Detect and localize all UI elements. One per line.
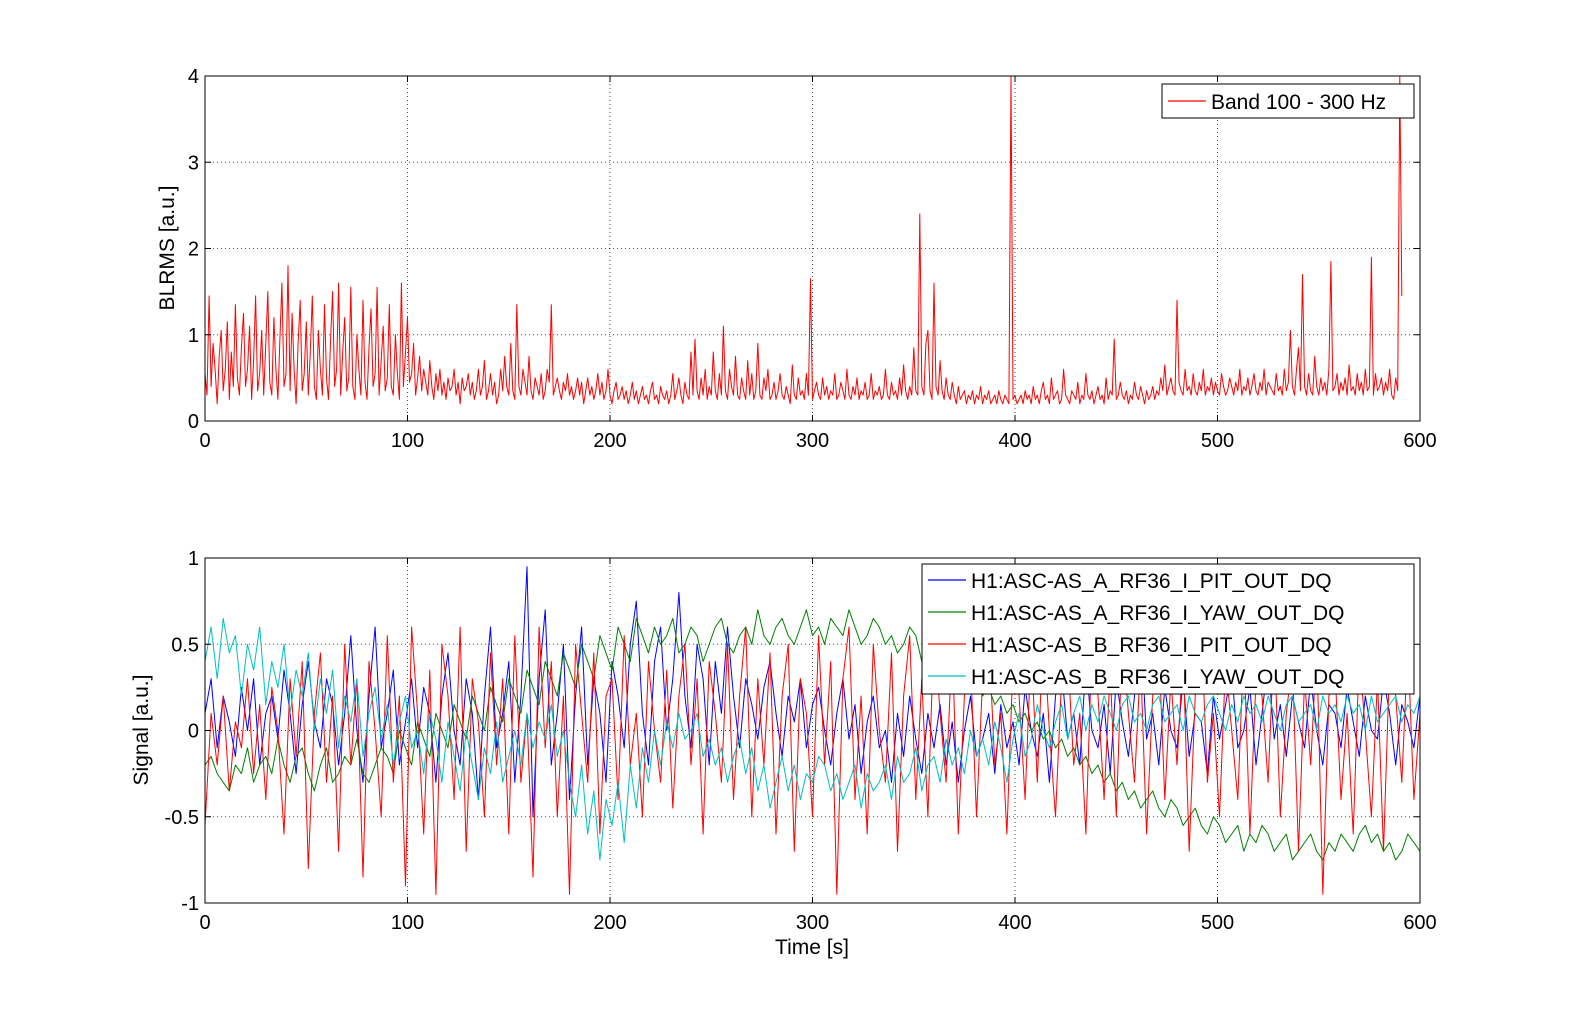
x-tick-label: 200 [593, 912, 626, 934]
chart-bottom: 0 100 200 300 400 500 600 -1 -0.5 0 0.5 1 Signal [a… [130, 548, 1437, 959]
x-axis-label-bottom: Time [s] [775, 936, 849, 959]
axes-frame-top [204, 75, 1421, 422]
legend-bottom: H1:ASC-AS_A_RF36_I_PIT_OUT_DQ H1:ASC-AS_… [921, 563, 1415, 695]
series-top [204, 75, 1403, 405]
legend-label-a-yaw: H1:ASC-AS_A_RF36_I_YAW_OUT_DQ [971, 602, 1344, 625]
y-tick-label: -1 [181, 893, 199, 915]
x-tick-label: 400 [998, 430, 1031, 452]
y-tick-label: 4 [188, 66, 199, 88]
x-tick-label: 500 [1201, 912, 1234, 934]
y-axis-label-top: BLRMS [a.u.] [156, 186, 179, 311]
y-tick-label: -0.5 [165, 807, 199, 829]
x-tick-label: 200 [593, 430, 626, 452]
series-line-bottom-2 [204, 626, 1421, 895]
y-tick-label: 3 [188, 152, 199, 174]
legend-label-b-pit: H1:ASC-AS_B_RF36_I_PIT_OUT_DQ [971, 634, 1332, 657]
y-axis-label-bottom: Signal [a.u.] [130, 675, 153, 786]
series-bottom [204, 566, 1421, 895]
y-tick-label: 2 [188, 239, 199, 261]
legend-label-band: Band 100 - 300 Hz [1211, 91, 1386, 114]
ticks-top: 0 100 200 300 400 500 600 0 1 2 3 4 [188, 66, 1437, 452]
ticks-bottom: 0 100 200 300 400 500 600 -1 -0.5 0 0.5 1 [165, 548, 1437, 934]
series-line-bottom-1 [204, 609, 1421, 861]
series-line-bottom-3 [204, 617, 1421, 861]
x-tick-label: 500 [1201, 430, 1234, 452]
chart-top: 0 100 200 300 400 500 600 0 1 2 3 4 BLRMS [a.u.] Ba… [156, 66, 1437, 452]
y-tick-label: 1 [188, 548, 199, 570]
y-tick-label: 0 [188, 721, 199, 743]
x-tick-label: 400 [998, 912, 1031, 934]
x-tick-label: 300 [796, 430, 829, 452]
axes-frame-bottom [204, 557, 1421, 904]
y-tick-label: 0 [188, 411, 199, 433]
x-tick-label: 300 [796, 912, 829, 934]
x-tick-label: 100 [391, 430, 424, 452]
legend-label-a-pit: H1:ASC-AS_A_RF36_I_PIT_OUT_DQ [971, 570, 1332, 593]
legend-label-b-yaw: H1:ASC-AS_B_RF36_I_YAW_OUT_DQ [971, 666, 1344, 689]
x-tick-label: 0 [199, 912, 210, 934]
grid-top [205, 76, 1420, 421]
x-tick-label: 100 [391, 912, 424, 934]
legend-box-bottom [921, 563, 1415, 695]
series-line-top-0 [204, 75, 1403, 405]
y-tick-label: 0.5 [171, 634, 199, 656]
legend-top: Band 100 - 300 Hz [1161, 83, 1415, 119]
y-tick-label: 1 [188, 325, 199, 347]
x-tick-label: 600 [1403, 430, 1436, 452]
x-tick-label: 600 [1403, 912, 1436, 934]
x-tick-label: 0 [199, 430, 210, 452]
